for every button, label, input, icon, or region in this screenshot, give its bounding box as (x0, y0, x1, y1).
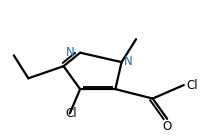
Text: Cl: Cl (65, 107, 77, 120)
Text: N: N (124, 55, 132, 68)
Text: N: N (66, 46, 75, 59)
Text: Cl: Cl (187, 79, 198, 92)
Text: O: O (163, 120, 172, 133)
